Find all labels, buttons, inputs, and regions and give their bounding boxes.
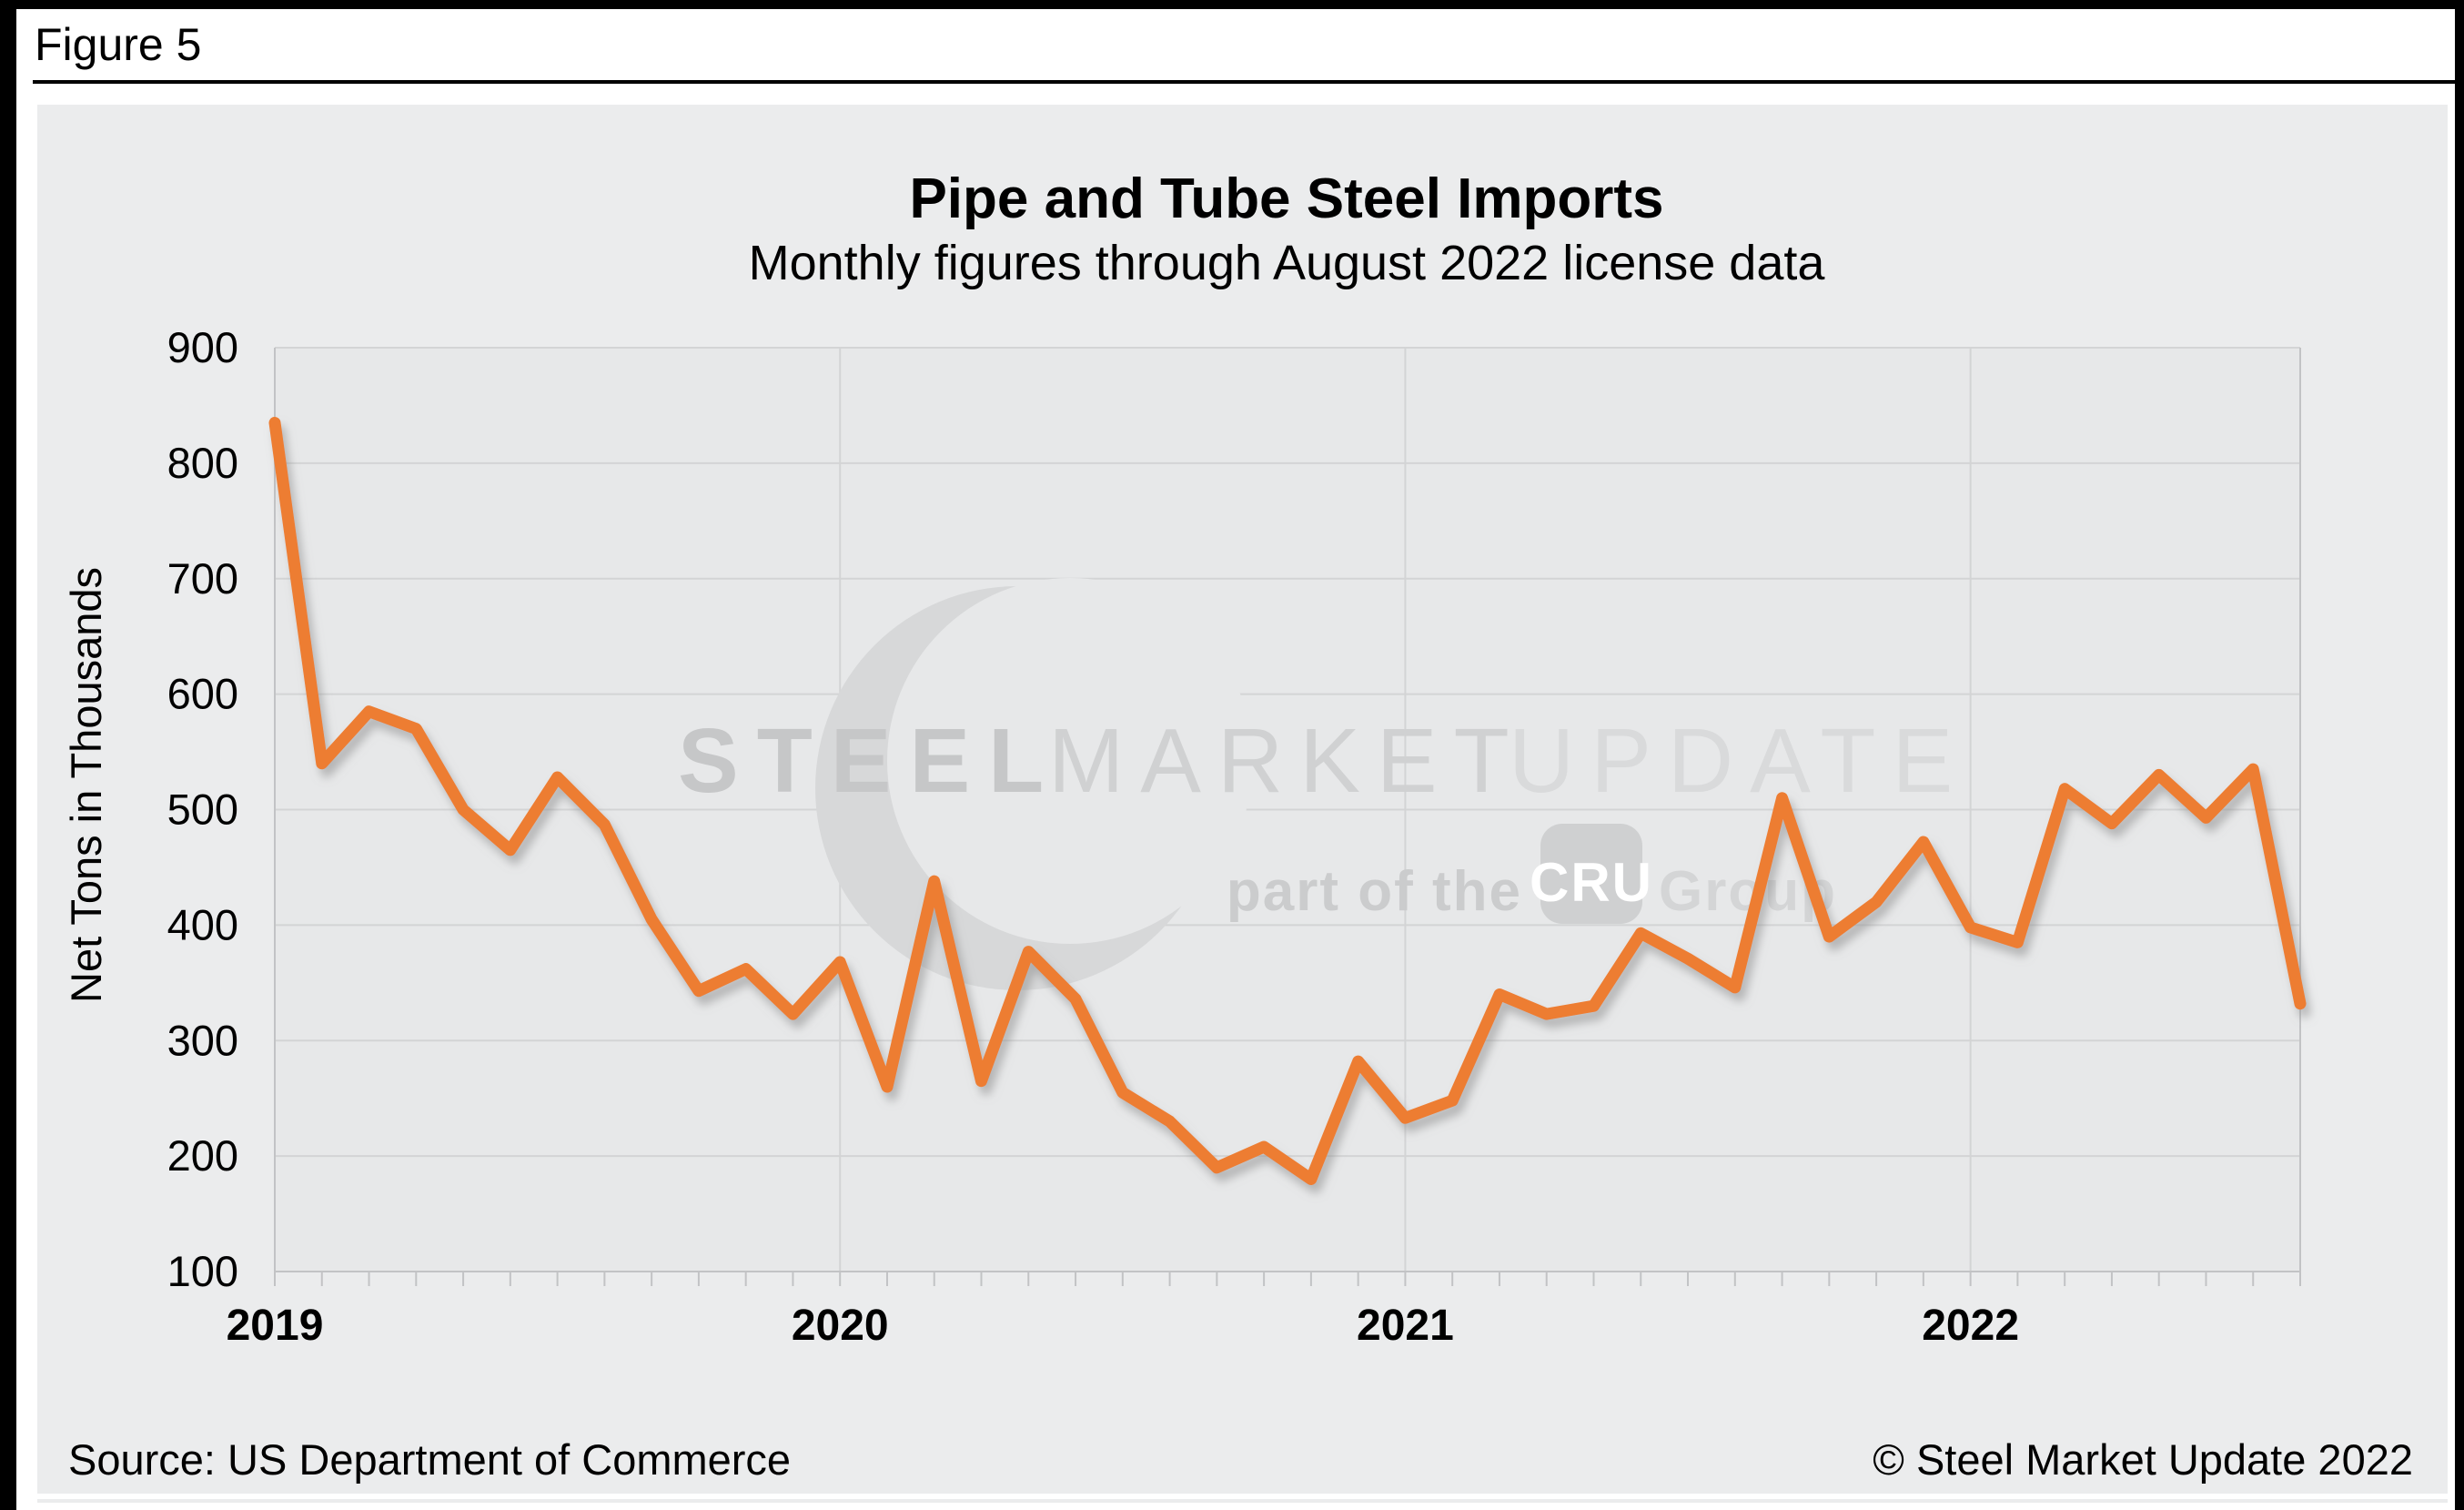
chart-subtitle: Monthly figures through August 2022 lice… [748, 236, 1825, 290]
page-border-top [0, 0, 2464, 9]
chart-title: Pipe and Tube Steel Imports [909, 167, 1664, 230]
svg-text:400: 400 [167, 900, 238, 948]
svg-text:300: 300 [167, 1016, 238, 1064]
svg-text:2019: 2019 [227, 1302, 324, 1350]
header-divider [33, 80, 2455, 84]
svg-text:MARKET: MARKET [1048, 710, 1526, 812]
svg-text:500: 500 [167, 785, 238, 834]
copyright-note: © Steel Market Update 2022 [1873, 1435, 2413, 1484]
svg-text:700: 700 [167, 554, 238, 603]
y-axis-title: Net Tons in Thousands [62, 566, 110, 1003]
svg-text:CRU: CRU [1530, 852, 1653, 913]
page-border-left [0, 0, 16, 1510]
svg-text:2021: 2021 [1357, 1302, 1454, 1350]
svg-text:900: 900 [167, 323, 238, 371]
source-note: Source: US Department of Commerce [68, 1435, 792, 1484]
svg-text:UPDATE: UPDATE [1509, 710, 1969, 812]
svg-text:100: 100 [167, 1247, 238, 1295]
svg-text:600: 600 [167, 670, 238, 718]
svg-text:2022: 2022 [1922, 1302, 2019, 1350]
svg-text:800: 800 [167, 439, 238, 487]
svg-text:STEEL: STEEL [678, 710, 1062, 812]
svg-text:2020: 2020 [792, 1302, 889, 1350]
imports-line-series [268, 417, 2307, 1185]
page-border-right [2455, 0, 2464, 1510]
svg-text:part of the: part of the [1227, 860, 1522, 923]
svg-text:200: 200 [167, 1131, 238, 1180]
card-bottom-border [30, 1494, 2455, 1499]
figure-label: Figure 5 [35, 19, 202, 70]
